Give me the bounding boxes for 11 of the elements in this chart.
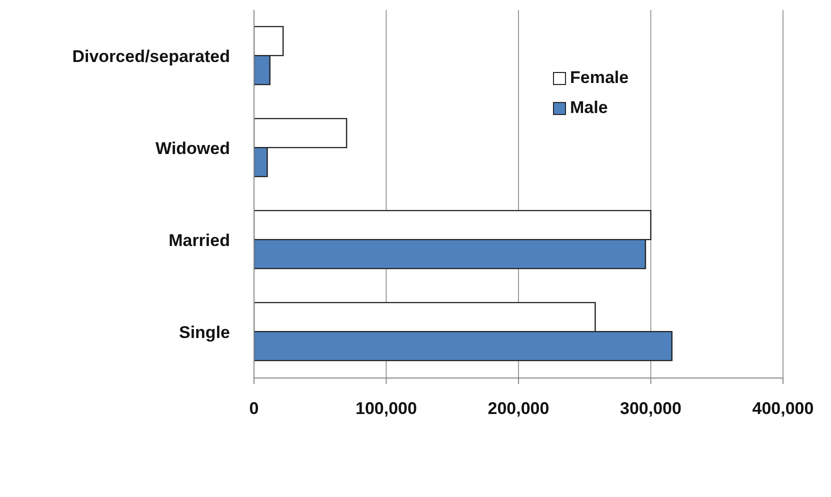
x-tick-label: 0 <box>249 399 259 418</box>
x-tick-label: 400,000 <box>752 399 814 418</box>
y-tick-label: Single <box>178 323 230 342</box>
x-tick-label: 200,000 <box>488 399 550 418</box>
y-tick-label: Married <box>168 231 230 250</box>
y-tick-label: Divorced/separated <box>72 47 230 66</box>
legend-label: Male <box>570 97 608 119</box>
y-tick-label: Widowed <box>156 139 230 158</box>
x-tick-label: 300,000 <box>620 399 682 418</box>
x-tick-label: 100,000 <box>356 399 417 418</box>
legend-label: Female <box>570 67 629 89</box>
